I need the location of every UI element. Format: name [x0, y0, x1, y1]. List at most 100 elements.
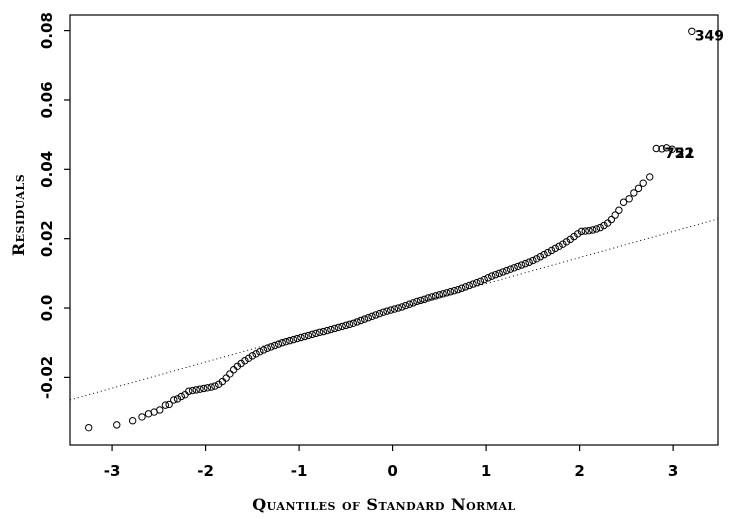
data-point [177, 392, 185, 401]
data-point [229, 366, 238, 374]
data-point [372, 311, 380, 319]
data-point [544, 248, 552, 257]
x-tick-label: 0 [387, 462, 397, 480]
data-point [138, 413, 146, 421]
x-tick-label: 1 [481, 462, 491, 480]
data-point [611, 211, 619, 219]
data-point [592, 225, 601, 233]
data-point [342, 321, 350, 330]
data-point [259, 346, 268, 354]
point-label: 752 [665, 146, 694, 162]
data-point [368, 312, 376, 321]
data-point [360, 315, 369, 323]
data-point [469, 280, 477, 288]
data-point [327, 325, 335, 334]
y-axis-title: Residuals [9, 174, 28, 256]
data-point [192, 386, 200, 394]
data-point [484, 274, 492, 282]
y-tick-label: -0.02 [38, 356, 56, 399]
data-point [222, 374, 230, 382]
data-point [398, 303, 406, 311]
data-point [458, 284, 466, 292]
data-point [646, 173, 654, 181]
data-point [334, 323, 343, 332]
data-point [289, 335, 298, 344]
data-point [596, 223, 604, 232]
data-point [364, 314, 372, 322]
data-point [607, 215, 616, 224]
data-point [244, 354, 253, 363]
data-point [435, 291, 444, 299]
data-point [181, 391, 189, 399]
data-point [156, 406, 164, 414]
data-point [443, 289, 451, 297]
data-point [499, 268, 507, 276]
data-point [203, 384, 212, 392]
data-point [170, 396, 178, 404]
y-tick-label: 0.02 [38, 220, 56, 257]
data-point [375, 309, 384, 318]
data-point [454, 285, 462, 294]
data-point [668, 145, 676, 153]
data-point [619, 198, 628, 206]
x-tick-label: -2 [197, 462, 214, 480]
data-point [185, 387, 193, 395]
data-point [502, 266, 511, 275]
points-layer [85, 27, 696, 432]
x-axis: -3 -2 -1 0 1 2 3 [104, 445, 678, 480]
data-point [634, 184, 643, 193]
data-point [506, 265, 515, 273]
data-point [113, 421, 121, 429]
data-point [173, 395, 182, 403]
data-point [248, 352, 257, 360]
data-point [405, 300, 414, 308]
data-point [536, 253, 545, 261]
data-point [200, 384, 208, 393]
data-point [662, 144, 671, 152]
data-point [401, 301, 410, 310]
data-point [562, 238, 571, 246]
data-point [301, 332, 309, 341]
data-point [297, 333, 305, 342]
y-tick-label: 0.04 [38, 151, 56, 188]
data-point [540, 250, 548, 259]
data-point [585, 226, 593, 235]
x-tick-label: 2 [574, 462, 584, 480]
data-point [532, 255, 541, 263]
data-point [85, 423, 93, 432]
data-point [323, 326, 331, 335]
data-point [207, 383, 215, 391]
data-point [304, 331, 313, 340]
data-point [353, 318, 361, 326]
point-label: 21 [675, 146, 694, 162]
data-point [517, 261, 526, 269]
data-point [428, 293, 436, 301]
data-point [555, 242, 563, 250]
data-point [424, 294, 432, 302]
data-point [465, 281, 473, 290]
data-point [338, 322, 346, 331]
data-point [439, 290, 447, 298]
data-point [688, 27, 696, 35]
data-point [357, 316, 365, 325]
data-point [349, 319, 358, 327]
data-point [577, 227, 586, 236]
data-point [252, 350, 260, 358]
data-point [529, 256, 537, 265]
data-point [188, 386, 197, 395]
data-point [196, 385, 204, 393]
data-point [420, 295, 429, 304]
data-point [461, 283, 470, 291]
plot-frame [69, 14, 719, 446]
data-point [319, 327, 328, 336]
data-point [387, 306, 395, 314]
data-point [658, 145, 666, 153]
data-point [581, 227, 589, 235]
data-point [652, 144, 660, 153]
data-point [278, 339, 286, 347]
data-point [510, 264, 518, 272]
data-point [525, 258, 533, 266]
data-point [431, 292, 440, 300]
